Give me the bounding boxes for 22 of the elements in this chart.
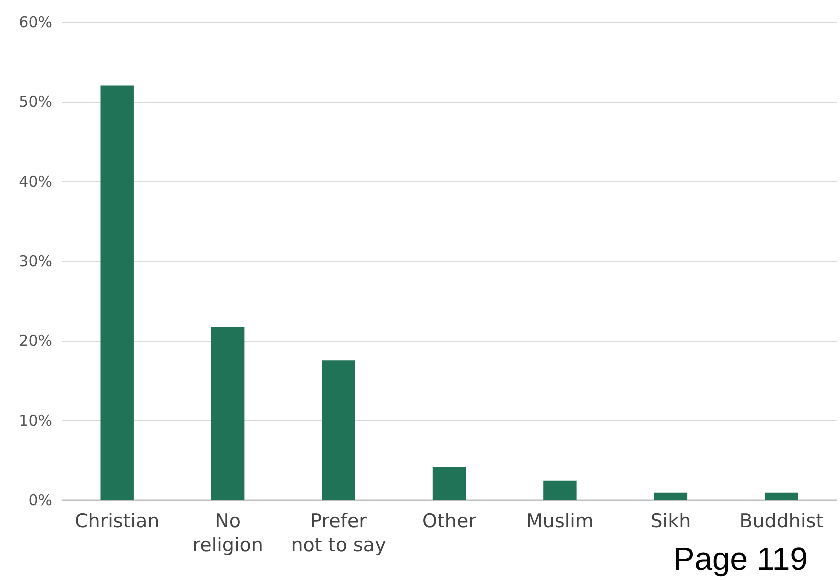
- y-tick-label: 0%: [28, 492, 52, 510]
- text: Page 119: [673, 541, 808, 578]
- y-tick-label: 50%: [19, 93, 52, 112]
- y-tick-label: 40%: [19, 172, 52, 191]
- x-tick-label: Christian: [75, 510, 160, 532]
- x-tick-label: No religion: [192, 510, 264, 556]
- y-tick-label: 30%: [19, 252, 52, 270]
- bar: [432, 467, 466, 500]
- x-tick-label: Prefer not to say: [291, 510, 386, 556]
- y-tick-label: 60%: [19, 14, 52, 32]
- bar: [654, 492, 688, 500]
- x-tick-label: Other: [422, 510, 477, 532]
- x-tick-label: Muslim: [526, 510, 594, 532]
- x-tick-label: Sikh: [650, 510, 692, 532]
- x-tick-label: Buddhist: [740, 510, 824, 532]
- bar: [211, 327, 245, 500]
- bar: [100, 86, 134, 500]
- bar: [765, 492, 798, 500]
- y-tick-label: 20%: [19, 332, 52, 350]
- bar: [322, 360, 356, 500]
- y-tick-label: 10%: [19, 412, 52, 430]
- bar: [544, 480, 577, 500]
